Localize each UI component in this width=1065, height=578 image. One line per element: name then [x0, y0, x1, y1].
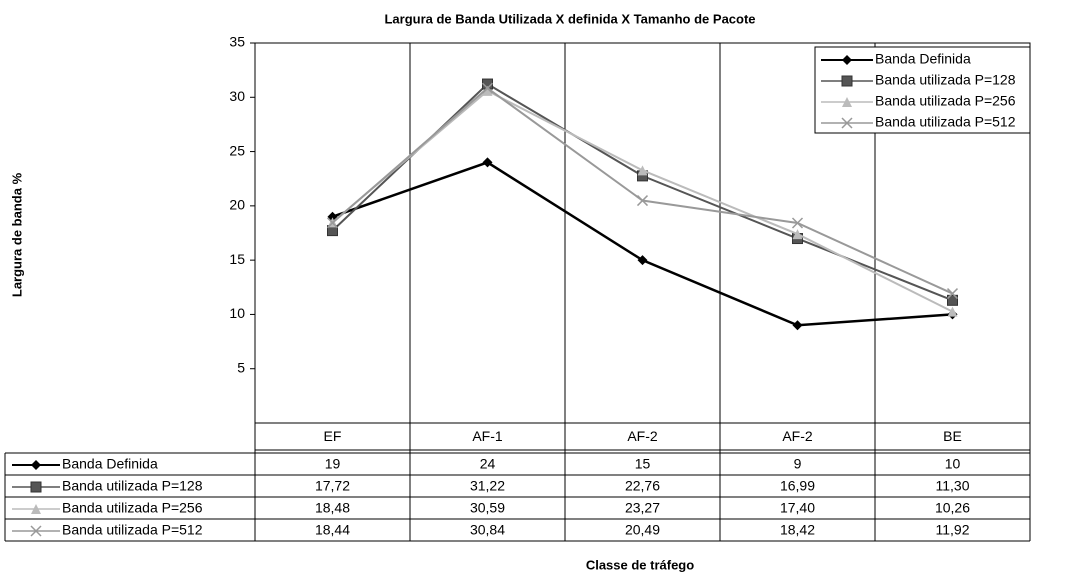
table-cell: 20,49	[625, 522, 660, 538]
chart-title: Largura de Banda Utilizada X definida X …	[384, 11, 755, 26]
x-tick-label: AF-2	[627, 428, 658, 444]
table-cell: 18,44	[315, 522, 350, 538]
line-marker	[326, 217, 339, 229]
table-cell: 23,27	[625, 500, 660, 516]
y-tick-label: 10	[229, 305, 245, 321]
line-marker	[792, 320, 803, 331]
legend-marker	[842, 55, 852, 65]
legend-marker	[842, 97, 852, 107]
table-cell: 30,59	[470, 500, 505, 516]
table-cell: 11,30	[936, 478, 970, 494]
table-cell: 10	[945, 456, 961, 472]
table-cell: 10,26	[935, 500, 970, 516]
line-marker	[636, 195, 649, 207]
table-row-label: Banda utilizada P=128	[62, 478, 203, 494]
y-axis-label: Largura de banda %	[9, 172, 24, 297]
legend-label: Banda utilizada P=512	[875, 114, 1016, 130]
table-cell: 17,40	[780, 500, 815, 516]
table-cell: 31,22	[470, 478, 505, 494]
table-cell: 30,84	[470, 522, 505, 538]
x-tick-label: AF-2	[782, 428, 813, 444]
x-tick-label: AF-1	[472, 428, 503, 444]
line-marker	[482, 157, 493, 168]
table-cell: 19	[325, 456, 341, 472]
x-axis-label: Classe de tráfego	[586, 557, 694, 572]
y-tick-label: 35	[229, 34, 245, 50]
line-marker	[947, 294, 958, 306]
legend-marker	[30, 525, 42, 537]
line-marker	[637, 165, 648, 176]
legend-marker	[31, 460, 41, 470]
line-marker	[947, 306, 958, 317]
table-row-label: Banda utilizada P=512	[62, 522, 203, 538]
x-tick-label: EF	[324, 428, 342, 444]
y-tick-label: 30	[229, 88, 245, 104]
table-cell: 18,42	[780, 522, 815, 538]
table-cell: 15	[635, 456, 651, 472]
series-line	[332, 161, 953, 327]
legend-label: Banda Definida	[875, 51, 971, 67]
y-tick-label: 15	[229, 251, 245, 267]
y-tick-label: 20	[229, 197, 245, 213]
table-cell: 16,99	[780, 478, 815, 494]
x-tick-label: BE	[943, 428, 962, 444]
line-marker	[946, 288, 959, 300]
line-marker	[637, 255, 648, 266]
table-cell: 11,92	[936, 522, 970, 538]
table-cell: 17,72	[315, 478, 350, 494]
line-marker	[482, 85, 493, 96]
table-row-label: Banda utilizada P=256	[62, 500, 203, 516]
table-cell: 24	[480, 456, 496, 472]
legend-marker	[841, 117, 853, 129]
line-marker	[481, 82, 494, 94]
legend-marker	[841, 75, 853, 87]
table-cell: 9	[794, 456, 802, 472]
legend-label: Banda utilizada P=128	[875, 72, 1016, 88]
legend-marker	[30, 481, 42, 493]
line-marker	[791, 217, 804, 229]
legend-marker	[31, 504, 41, 514]
y-tick-label: 25	[229, 142, 245, 158]
table-cell: 22,76	[625, 478, 660, 494]
y-tick-label: 5	[237, 359, 245, 375]
line-marker	[792, 229, 803, 240]
table-cell: 18,48	[315, 500, 350, 516]
table-row-label: Banda Definida	[62, 456, 158, 472]
legend-label: Banda utilizada P=256	[875, 93, 1016, 109]
